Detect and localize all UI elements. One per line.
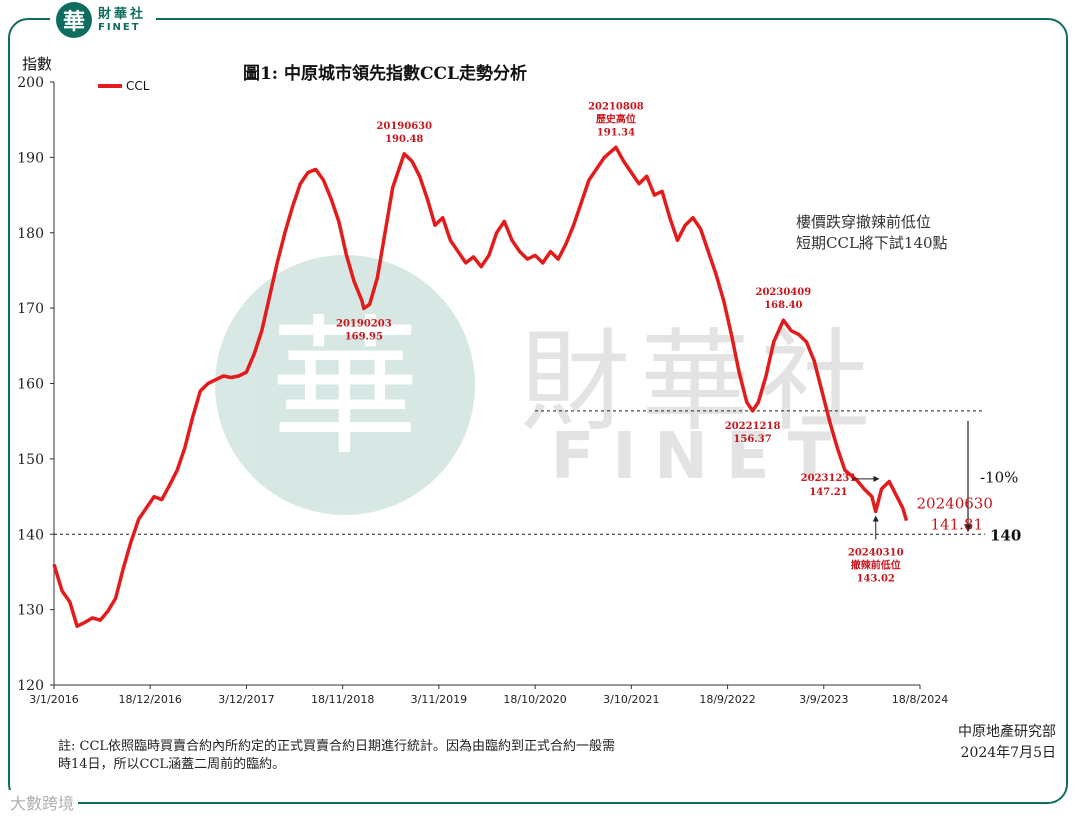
x-tick-label: 18/9/2022 (699, 693, 755, 706)
source-name: 中原地產研究部 (958, 724, 1056, 740)
x-tick-label: 18/11/2018 (311, 693, 374, 706)
annotation-date: 20231231 (801, 473, 857, 484)
y-tick-label: 190 (17, 150, 44, 166)
x-tick-label: 18/12/2016 (119, 693, 182, 706)
annotation-value: 141.81 (931, 516, 984, 534)
x-tick-label: 3/10/2021 (603, 693, 659, 706)
watermark-logo-icon (215, 255, 475, 515)
callout-line-2: 短期CCL將下試140點 (796, 234, 948, 252)
y-tick-label: 130 (17, 603, 44, 619)
footnote-line-1: 註: CCL依照臨時買賣合約內所約定的正式買賣合約日期進行統計。因為由臨約到正式… (58, 739, 616, 754)
annotation-date: 20210808 (588, 101, 644, 112)
y-axis-label: 指數 (22, 55, 52, 73)
chart-title: 圖1: 中原城市領先指數CCL走勢分析 (243, 63, 527, 84)
footnote: 註: CCL依照臨時買賣合約內所約定的正式買賣合約日期進行統計。因為由臨約到正式… (58, 738, 738, 774)
x-tick-label: 18/10/2020 (503, 693, 566, 706)
annotation-arrowhead (872, 515, 879, 522)
callout-line-1: 樓價跌穿撤辣前低位 (796, 213, 931, 231)
annotations: 20190203 169.95 20190630 190.48 20210808歷史高位… (336, 101, 993, 584)
annotation-date: 20190630 (376, 121, 432, 132)
annotation-value: 156.37 (733, 434, 771, 445)
y-tick-label: 170 (17, 301, 44, 317)
x-tick-label: 3/12/2017 (218, 693, 274, 706)
annotation-sublabel: 歷史高位 (596, 112, 636, 125)
brand-name-en: FINET (98, 21, 141, 33)
series-line-ccl (52, 145, 909, 628)
y-tick-label: 180 (17, 226, 44, 242)
center-watermark: 華 財華社 FINET (215, 255, 880, 515)
y-tick-label: 150 (17, 452, 44, 468)
y-tick-label: 160 (17, 377, 44, 393)
annotation-date: 20240310 (848, 547, 904, 558)
annotation-date: 20190203 (336, 319, 392, 330)
drop-arrow-head (964, 524, 972, 533)
annotation-arrowhead (873, 475, 880, 482)
finet-logo-icon: 華 (56, 2, 92, 38)
watermark-en: FINET (551, 420, 849, 494)
watermark-logo-char: 華 (270, 302, 420, 476)
ref-line-140-label: 140 (990, 526, 1021, 544)
annotation-value: 143.02 (857, 573, 895, 584)
annotation-date: 20240630 (917, 495, 993, 513)
annotation-date: 20230409 (756, 287, 812, 298)
annotation-date: 20221218 (725, 421, 781, 432)
brand-header: 華 財華社 FINET (50, 0, 157, 40)
annotation-value: 169.95 (345, 332, 383, 343)
annotation-value: 147.21 (809, 487, 847, 498)
annotation-value: 168.40 (764, 300, 802, 311)
x-tick-label: 3/9/2023 (799, 693, 848, 706)
x-tick-label: 3/11/2019 (411, 693, 467, 706)
x-tick-label: 18/8/2024 (892, 693, 948, 706)
watermark-cn: 財華社 (520, 318, 880, 446)
footnote-line-2: 時14日，所以CCL涵蓋二周前的臨約。 (58, 757, 286, 772)
brand-name-cn: 財華社 (98, 6, 147, 22)
axes: 120 130 140 150 160 170 180 190 200 3/1/2016 18/12… (17, 75, 948, 706)
y-tick-label: 200 (17, 75, 44, 91)
legend-label: CCL (126, 79, 150, 93)
source: 中原地產研究部 2024年7月5日 (958, 722, 1056, 764)
x-tick-label: 3/1/2016 (29, 693, 78, 706)
annotation-sublabel: 撤辣前低位 (851, 558, 901, 571)
source-date: 2024年7月5日 (960, 745, 1056, 761)
drop-percent-label: -10% (980, 469, 1018, 487)
brand-text: 財華社 FINET (98, 8, 146, 33)
annotation-value: 191.34 (597, 127, 635, 138)
annotation-value: 190.48 (385, 134, 423, 145)
y-tick-label: 140 (17, 527, 44, 543)
y-tick-label: 120 (17, 678, 44, 694)
bottom-watermark: 大數跨境 (6, 790, 79, 814)
reference-lines: 140 -10% (54, 410, 1021, 544)
